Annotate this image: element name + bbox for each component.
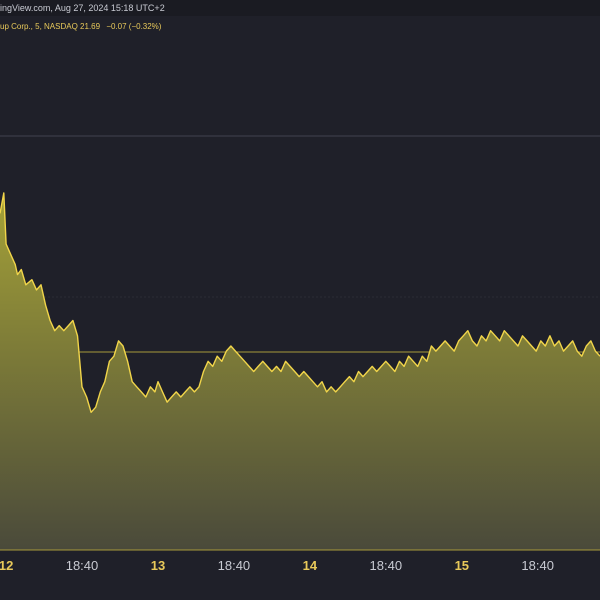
area-fill-0 bbox=[0, 193, 600, 550]
x-tick-label-2: 13 bbox=[151, 558, 165, 573]
x-tick-label-4: 14 bbox=[303, 558, 318, 573]
header-source-text: ingView.com, Aug 27, 2024 15:18 UTC+2 bbox=[0, 3, 165, 13]
x-tick-label-0: 12 bbox=[0, 558, 13, 573]
x-tick-label-6: 15 bbox=[455, 558, 469, 573]
area-series bbox=[0, 192, 600, 550]
legend-symbol: up Corp., 5, NASDAQ bbox=[0, 22, 78, 31]
series-line-0 bbox=[0, 192, 600, 413]
legend-change: −0.07 (−0.32%) bbox=[106, 22, 162, 31]
header-bar: ingView.com, Aug 27, 2024 15:18 UTC+2 bbox=[0, 0, 600, 16]
x-axis: 12 18:40 13 18:40 14 18:40 15 18:40 bbox=[0, 549, 600, 573]
x-tick-label-1: 18:40 bbox=[66, 558, 99, 573]
legend: up Corp., 5, NASDAQ 21.69 −0.07 (−0.32%) bbox=[0, 22, 161, 31]
legend-price: 21.69 bbox=[80, 22, 101, 31]
x-tick-label-5: 18:40 bbox=[370, 558, 403, 573]
grid-lines bbox=[0, 135, 600, 353]
x-tick-label-3: 18:40 bbox=[218, 558, 251, 573]
x-tick-label-7: 18:40 bbox=[521, 558, 554, 573]
